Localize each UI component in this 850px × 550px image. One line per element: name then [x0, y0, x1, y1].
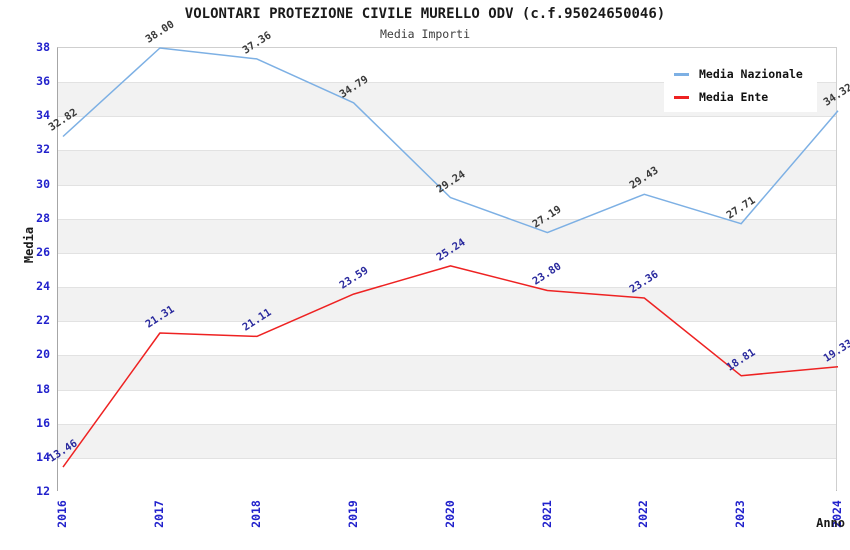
- gridline: [58, 424, 836, 425]
- x-tick-label: 2017: [144, 496, 174, 532]
- plot-band: [58, 355, 836, 390]
- x-tick-label: 2021: [531, 496, 561, 532]
- y-tick-label: 18: [36, 381, 50, 396]
- series-line-media-nazionale: [62, 47, 839, 234]
- plot-band: [58, 287, 836, 322]
- plot-band: [58, 423, 836, 458]
- x-tick-label: 2018: [241, 496, 271, 532]
- y-tick-label: 22: [36, 313, 50, 328]
- gridline: [58, 287, 836, 288]
- x-tick-text: 2017: [151, 500, 166, 528]
- plot-band: [58, 116, 836, 151]
- gridline: [58, 116, 836, 117]
- y-tick-label: 16: [36, 415, 50, 430]
- gridline: [58, 355, 836, 356]
- y-tick-label: 38: [36, 40, 50, 54]
- legend-marker-ente-icon: [674, 95, 689, 99]
- plot-band: [58, 252, 836, 288]
- gridline: [58, 321, 836, 322]
- x-tick-text: 2022: [636, 500, 651, 528]
- gridline: [58, 219, 836, 220]
- legend: Media Nazionale Media Ente: [664, 59, 817, 112]
- plot-band: [58, 389, 836, 424]
- x-tick-label: 2022: [628, 496, 658, 532]
- y-tick-label: 36: [36, 74, 50, 89]
- legend-marker-nazionale-icon: [674, 72, 689, 76]
- series-line-media-ente: [62, 265, 839, 468]
- y-tick-label: 34: [36, 108, 50, 123]
- series-lines: [62, 47, 839, 468]
- legend-label-nazionale: Media Nazionale: [699, 67, 803, 81]
- gridline: [58, 82, 836, 83]
- x-axis-title: Anno: [816, 516, 845, 530]
- x-tick-label: 2023: [725, 496, 755, 532]
- y-tick-label: 14: [36, 449, 50, 464]
- gridline: [58, 458, 836, 459]
- plot-band: [58, 321, 836, 356]
- x-tick-text: 2021: [539, 500, 554, 528]
- y-tick-label: 24: [36, 279, 50, 294]
- x-tick-text: 2019: [345, 500, 360, 528]
- gridline: [58, 390, 836, 391]
- gridline: [58, 150, 836, 151]
- y-tick-label: 26: [36, 244, 50, 259]
- y-tick-label: 28: [36, 210, 50, 225]
- plot-area: 32.82 38.00 37.36 34.79 29.24 27.19 29.43 27.71…: [46, 18, 850, 492]
- y-tick-label: 30: [36, 176, 50, 191]
- legend-item-media-ente: Media Ente: [674, 90, 803, 104]
- x-tick-text: 2023: [733, 500, 748, 528]
- chart-subtitle: Media Importi: [379, 27, 470, 41]
- x-tick-label: 2019: [338, 496, 368, 532]
- y-tick-label: 20: [36, 347, 50, 362]
- legend-label-ente: Media Ente: [699, 90, 769, 104]
- legend-item-media-nazionale: Media Nazionale: [674, 67, 803, 81]
- x-tick-label: 2016: [47, 496, 77, 532]
- gridline: [58, 185, 836, 186]
- plot-band: [58, 218, 836, 253]
- plot-band: [58, 150, 836, 185]
- x-tick-text: 2016: [54, 500, 69, 528]
- x-tick-text: 2020: [442, 500, 457, 528]
- x-tick-text: 2018: [248, 500, 263, 528]
- gridline: [58, 253, 836, 254]
- y-tick-label: 32: [36, 142, 50, 157]
- chart-title: VOLONTARI PROTEZIONE CIVILE MURELLO ODV …: [184, 6, 666, 22]
- y-tick-label: 12: [36, 484, 50, 498]
- x-tick-label: 2020: [435, 496, 465, 532]
- plot-band: [58, 457, 836, 492]
